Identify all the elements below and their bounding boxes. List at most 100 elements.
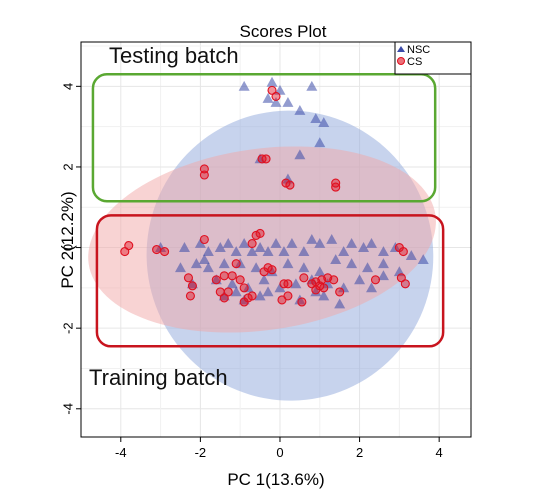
- point-nsc: [218, 290, 230, 301]
- data-points: [120, 76, 429, 309]
- point-nsc: [230, 286, 242, 297]
- point-nsc: [377, 246, 389, 256]
- point-nsc: [377, 270, 389, 281]
- legend-box: [394, 41, 472, 75]
- plot-frame: [80, 41, 472, 438]
- legend-cs-marker: [397, 57, 405, 65]
- point-nsc: [358, 242, 370, 252]
- point-cs: [283, 279, 293, 289]
- point-cs: [285, 180, 295, 190]
- point-nsc: [262, 92, 274, 103]
- point-nsc: [266, 266, 278, 277]
- point-nsc: [226, 278, 238, 289]
- point-nsc: [270, 238, 282, 248]
- point-nsc: [198, 254, 210, 265]
- point-nsc: [310, 113, 322, 123]
- point-cs: [335, 287, 345, 297]
- point-cs: [243, 293, 253, 303]
- point-cs: [187, 281, 197, 291]
- point-cs: [319, 283, 329, 293]
- x-tick-label: 0: [276, 445, 283, 460]
- point-cs: [231, 259, 241, 269]
- chart-title: Scores Plot: [240, 22, 327, 41]
- point-nsc: [294, 105, 306, 115]
- x-tick-label: -4: [115, 445, 127, 460]
- point-nsc: [274, 282, 286, 293]
- point-nsc: [174, 262, 186, 273]
- point-cs: [271, 91, 281, 101]
- legend-nsc-label: NSC: [407, 44, 430, 56]
- point-nsc: [314, 238, 326, 248]
- point-cs: [124, 240, 134, 251]
- point-cs: [261, 154, 271, 164]
- point-cs: [183, 273, 193, 283]
- point-nsc: [230, 246, 242, 256]
- point-nsc: [405, 250, 417, 261]
- point-nsc: [186, 278, 198, 289]
- point-nsc: [290, 278, 302, 289]
- point-nsc: [366, 238, 378, 248]
- point-nsc: [278, 246, 290, 256]
- point-nsc: [298, 246, 310, 256]
- x-tick-label: 2: [356, 445, 363, 460]
- point-nsc: [210, 274, 222, 285]
- point-nsc: [322, 278, 334, 289]
- point-cs: [219, 271, 229, 281]
- point-cs: [227, 271, 237, 281]
- point-nsc: [366, 282, 378, 293]
- point-nsc: [202, 262, 214, 273]
- point-cs: [297, 297, 307, 307]
- point-nsc: [294, 149, 306, 160]
- batch-boxes: [91, 72, 445, 348]
- point-nsc: [362, 262, 374, 273]
- point-nsc: [306, 234, 318, 244]
- point-cs: [400, 279, 410, 289]
- point-nsc: [294, 294, 306, 305]
- point-nsc: [338, 282, 350, 293]
- point-cs: [199, 170, 209, 180]
- y-tick-label: 0: [61, 244, 76, 251]
- point-cs: [199, 234, 209, 245]
- point-nsc: [262, 246, 274, 256]
- point-nsc: [310, 286, 322, 297]
- point-cs: [329, 275, 339, 285]
- point-nsc: [314, 266, 326, 277]
- point-cs: [311, 285, 321, 295]
- point-nsc: [254, 290, 266, 301]
- point-nsc: [282, 96, 294, 107]
- point-cs: [370, 275, 381, 285]
- point-cs: [277, 295, 287, 305]
- point-nsc: [266, 76, 278, 87]
- point-nsc: [330, 254, 342, 265]
- x-tick-label: 4: [436, 445, 443, 460]
- point-cs: [152, 245, 162, 255]
- point-cs: [223, 287, 233, 297]
- point-nsc: [346, 238, 358, 248]
- point-nsc: [334, 298, 346, 309]
- point-nsc: [318, 290, 330, 301]
- point-nsc: [314, 137, 326, 148]
- point-nsc: [222, 238, 234, 248]
- point-nsc: [178, 242, 190, 252]
- point-nsc: [326, 234, 338, 244]
- batch-labels: Testing batch Training batch: [89, 43, 239, 390]
- point-nsc: [417, 254, 429, 265]
- training-batch-label: Training batch: [89, 365, 228, 390]
- legend-nsc-marker: [397, 46, 405, 52]
- point-nsc: [202, 246, 214, 256]
- point-nsc: [190, 258, 202, 269]
- point-nsc: [238, 80, 250, 91]
- x-tick-label: -2: [195, 445, 207, 460]
- y-axis-title: PC 2(12.2%): [58, 191, 77, 288]
- y-tick-label: -2: [61, 322, 76, 334]
- y-tick-label: -4: [61, 403, 76, 415]
- testing-batch-label: Testing batch: [109, 43, 239, 68]
- point-cs: [398, 247, 408, 257]
- point-nsc: [238, 238, 250, 248]
- point-nsc: [377, 258, 389, 269]
- point-cs: [331, 182, 341, 192]
- point-cs: [235, 275, 245, 285]
- point-nsc: [306, 80, 318, 91]
